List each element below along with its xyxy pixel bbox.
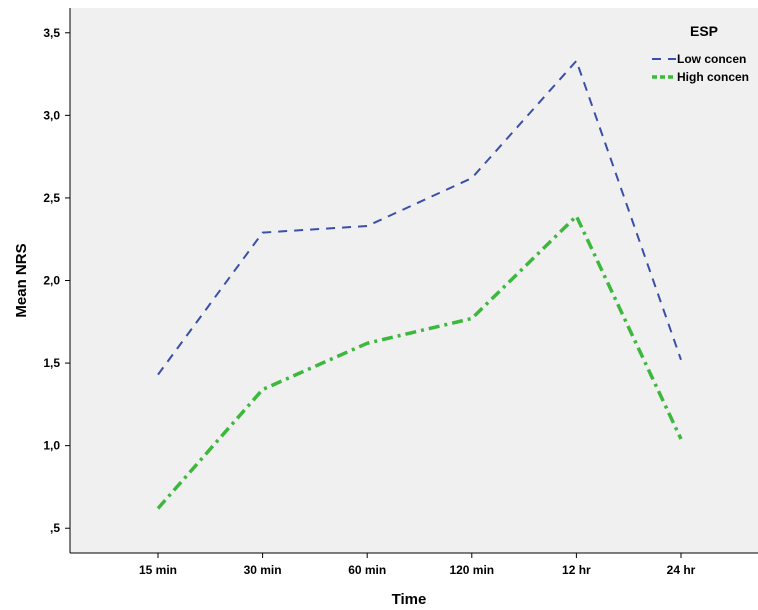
x-tick-label: 15 min: [139, 563, 177, 577]
x-axis-title: Time: [392, 591, 427, 608]
y-tick-label: 3,5: [43, 26, 60, 40]
legend-title: ESP: [690, 23, 718, 39]
x-tick-label: 12 hr: [562, 563, 591, 577]
y-tick-label: 2,5: [43, 191, 60, 205]
series-lines: [156, 58, 683, 510]
y-tick-label: 3,0: [43, 108, 60, 122]
legend-label: High concen: [677, 70, 749, 84]
x-tick-label: 120 min: [449, 563, 494, 577]
y-tick-label: 2,0: [43, 274, 60, 288]
x-tick-label: 30 min: [244, 563, 282, 577]
y-axis-ticks: ,5 1,0 1,5 2,0 2,5 3,0 3,5: [43, 26, 70, 535]
legend: ESP Low concen High concen: [652, 23, 749, 84]
y-tick-label: ,5: [50, 521, 60, 535]
y-axis-title: Mean NRS: [13, 243, 30, 317]
x-tick-label: 24 hr: [667, 563, 696, 577]
legend-label: Low concen: [677, 52, 746, 66]
series-line-low: [157, 58, 682, 376]
y-tick-label: 1,5: [43, 356, 60, 370]
x-tick-label: 60 min: [348, 563, 386, 577]
x-axis-ticks: 15 min 30 min 60 min 120 min 12 hr 24 hr: [139, 553, 696, 577]
plot-background: [70, 8, 758, 553]
y-tick-label: 1,0: [43, 439, 60, 453]
